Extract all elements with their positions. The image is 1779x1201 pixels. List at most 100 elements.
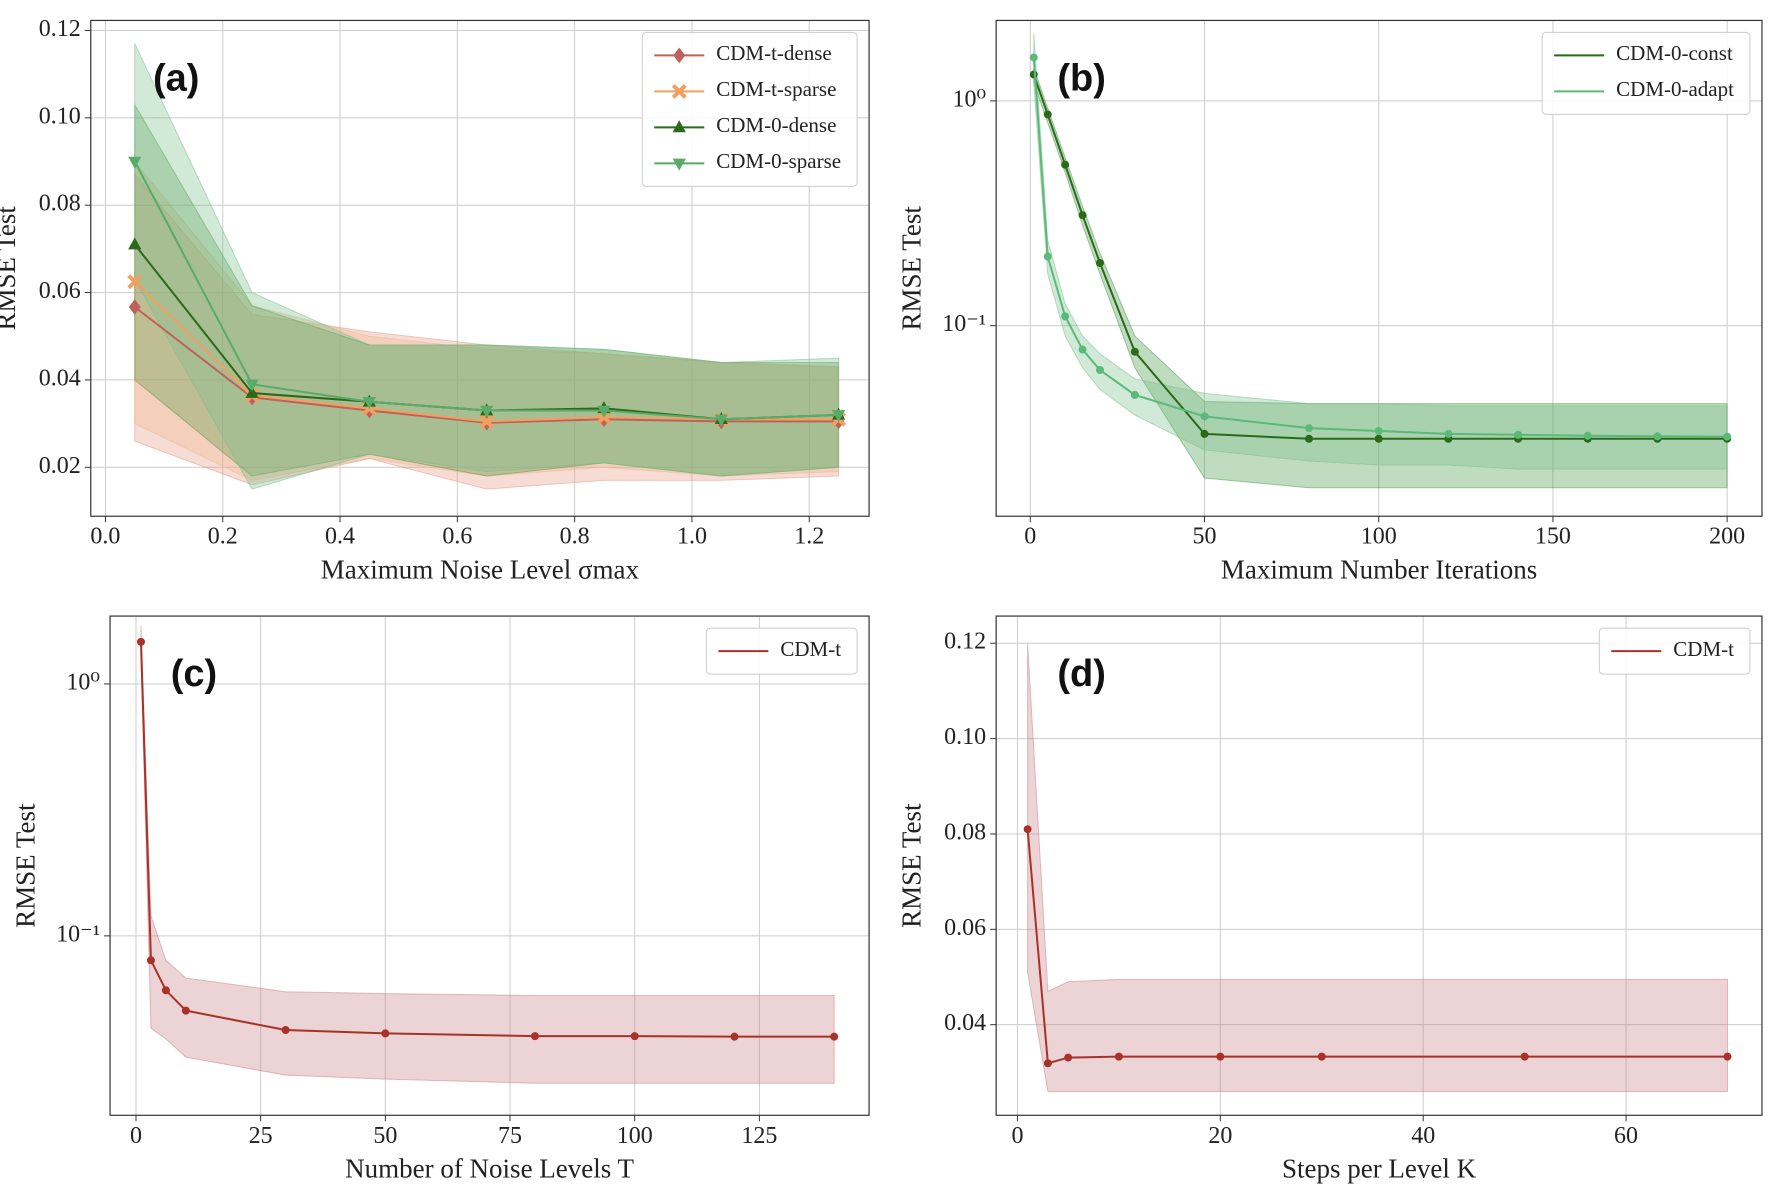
marker [128,156,142,169]
x-tick-label: 50 [373,1123,397,1149]
x-tick-label: 100 [1361,524,1397,550]
y-tick-label: 10⁰ [66,669,100,695]
marker [1514,430,1523,439]
marker [1043,252,1052,261]
confidence-band [134,173,840,490]
x-tick-label: 50 [1193,524,1217,550]
y-tick-label: 10⁻¹ [56,921,100,947]
marker [1023,825,1032,834]
legend-label: CDM-t-sparse [716,77,836,101]
marker [362,396,376,409]
legend-box [1598,627,1751,675]
x-tick-label: 0.8 [560,524,590,550]
confidence-band [134,43,840,490]
legend: CDM-t [1598,627,1751,675]
series-line [139,641,835,1038]
subplot: 0 20 40 60 0.04 0.06 0.08 0.10 0.12 (d) Steps per … [896,615,1763,1183]
x-axis-label: Steps per Level K [1282,1153,1477,1183]
series-line [1032,74,1728,440]
legend-marker [673,47,686,64]
y-axis-label: RMSE Test [10,803,40,928]
marker [127,274,143,290]
legend-label: CDM-t-dense [716,41,831,65]
subplot: 0 50 100 150 200 10⁻¹ 10⁰ (b) Maximum Number Ite… [896,19,1763,584]
legend-label: CDM-0-adapt [1616,77,1734,101]
x-tick-label: 0 [1011,1123,1023,1149]
x-tick-label: 1.0 [677,524,707,550]
marker [597,405,611,418]
plot-frame [109,615,870,1116]
y-tick-label: 0.06 [944,915,986,941]
legend-box [705,627,858,675]
plot-frame [90,19,870,517]
panel-label: (b) [1057,57,1106,99]
series-line [1032,57,1728,438]
y-tick-label: 0.04 [944,1010,986,1036]
marker [830,1032,839,1041]
plot-area [996,616,1762,1116]
y-tick-label: 0.08 [944,819,986,845]
legend-box [1541,31,1751,115]
legend-label: CDM-t [1673,637,1734,661]
marker [1653,432,1662,441]
x-tick-label: 150 [1535,524,1571,550]
y-tick-label: 0.10 [39,103,81,129]
x-tick-label: 100 [617,1123,653,1149]
marker [1114,1052,1123,1061]
marker [1095,259,1104,268]
marker [381,1029,390,1038]
y-tick-label: 0.08 [39,191,81,217]
marker [1095,366,1104,375]
marker [1200,429,1209,438]
confidence-band [134,160,840,481]
marker [1317,1052,1326,1061]
legend: CDM-t-dense CDM-t-sparse CDM-0-dense CDM-0-… [641,31,858,187]
plot-area [110,616,870,1116]
marker [161,986,170,995]
marker [1078,211,1087,220]
marker [1061,312,1070,321]
panel-label: (d) [1057,653,1106,695]
x-tick-label: 0.2 [208,524,238,550]
legend-label: CDM-t [780,637,841,661]
y-tick-label: 0.12 [39,16,81,42]
x-tick-label: 0.4 [325,524,355,550]
marker [1723,1052,1732,1061]
marker [1583,431,1592,440]
marker [128,237,142,250]
subplot: 0 25 50 75 100 125 10⁻¹ 10⁰ (c) Number of Noise L… [10,615,870,1183]
marker [136,637,145,646]
marker [1305,434,1314,443]
x-tick-label: 200 [1709,524,1745,550]
y-axis-label: RMSE Test [896,206,926,331]
marker [831,410,846,423]
marker [480,405,494,418]
legend-box [641,31,858,187]
marker [730,1032,739,1041]
y-axis-label: RMSE Test [0,206,21,331]
marker [281,1025,290,1034]
x-tick-label: 0.0 [90,524,120,550]
x-tick-label: 0 [130,1123,142,1149]
y-tick-label: 0.12 [944,629,986,655]
y-tick-label: 0.10 [944,724,986,750]
legend-label: CDM-0-const [1616,41,1733,65]
y-tick-label: 0.04 [39,365,81,391]
y-tick-label: 0.02 [39,453,81,479]
marker [1520,1052,1529,1061]
x-tick-label: 25 [249,1123,273,1149]
confidence-band [1033,33,1728,470]
marker [128,299,141,315]
marker [1078,345,1087,354]
marker [530,1032,539,1041]
y-tick-label: 10⁻¹ [942,311,986,337]
x-tick-label: 125 [741,1123,777,1149]
plot-frame [995,19,1763,517]
marker [1043,1059,1052,1068]
legend-marker [672,120,686,133]
legend: CDM-t [705,627,858,675]
marker [630,1032,639,1041]
y-tick-label: 0.06 [39,278,81,304]
marker [1064,1053,1073,1062]
